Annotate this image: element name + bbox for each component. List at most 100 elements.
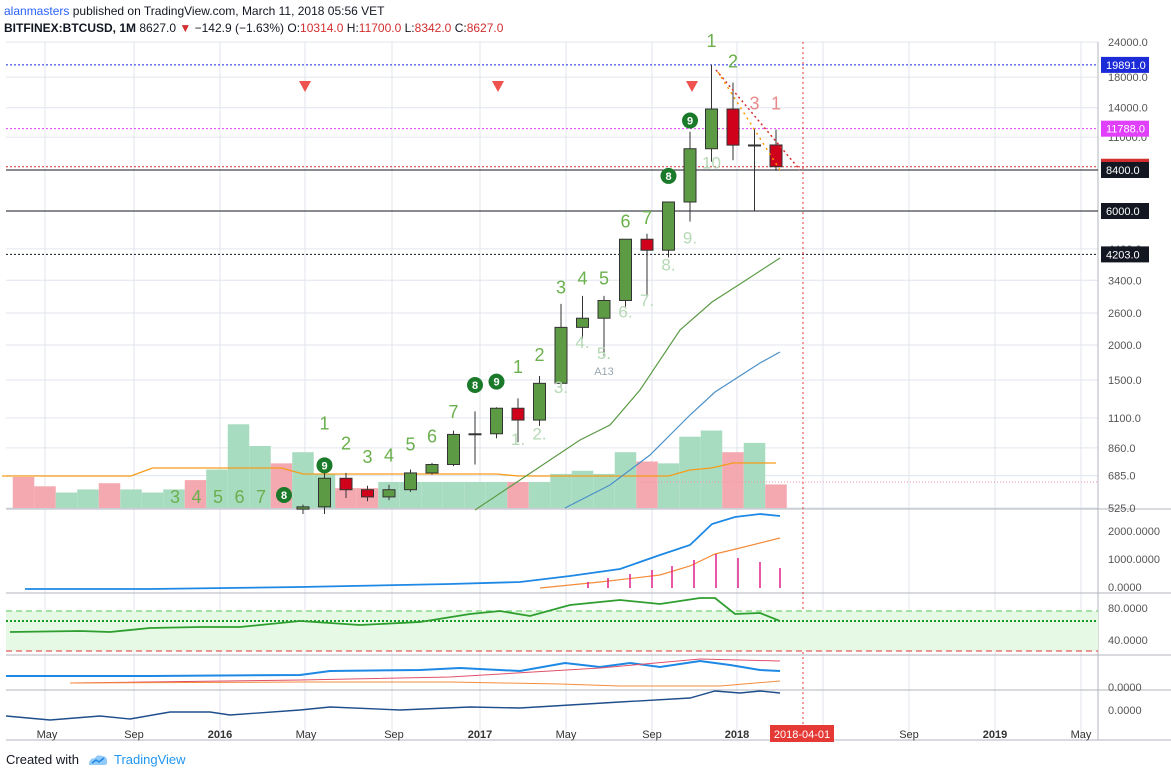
- sequential-count-label: 7: [448, 402, 458, 422]
- low-label: L:: [404, 21, 415, 35]
- volume-bar: [657, 463, 680, 508]
- symbol-label: BITFINEX:BTCUSD, 1M: [4, 21, 136, 35]
- setup-badge-label: 9: [493, 377, 499, 389]
- volume-bar: [141, 492, 164, 508]
- sequential-count-label: 3: [362, 447, 372, 467]
- y-tick-label: 2600.0: [1108, 308, 1142, 320]
- price-tag: [1101, 56, 1149, 73]
- price-tag-label: 11788.0: [1106, 124, 1145, 136]
- author-link[interactable]: alanmasters: [4, 4, 70, 18]
- x-tick-label: Sep: [384, 729, 404, 741]
- last-price: 8627.0: [139, 21, 177, 35]
- volume-bar: [184, 480, 207, 508]
- volume-bar: [292, 452, 314, 508]
- volume-bar: [335, 488, 357, 508]
- sequential-count-label: 4: [577, 269, 587, 289]
- sequential-count-label: 9.: [683, 228, 697, 247]
- tradingview-logo-icon: [88, 754, 108, 765]
- volume-bar: [34, 486, 56, 508]
- volume-bar: [743, 442, 766, 508]
- setup-badge: [276, 487, 292, 503]
- candle-body: [683, 148, 697, 203]
- high-value: 11700.0: [358, 21, 402, 35]
- x-tick-label: Sep: [124, 729, 144, 741]
- down-arrow-icon: ▼: [179, 21, 192, 35]
- sequential-count-label: 2: [534, 345, 544, 365]
- sequential-count-label: 3: [170, 487, 180, 507]
- tradingview-brand[interactable]: TradingView: [87, 752, 186, 767]
- indicator-tick-label: 2000.0000: [1108, 526, 1160, 538]
- setup-badge-label: 8: [665, 171, 671, 183]
- sequential-count-label: 5: [405, 435, 415, 455]
- rsi-line: [9, 597, 781, 633]
- candle-body: [339, 477, 353, 491]
- volume-ma-line: [2, 462, 776, 477]
- setup-badge-label: 9: [687, 116, 693, 128]
- volume-bar: [120, 489, 142, 508]
- volume-bar: [55, 492, 78, 508]
- y-tick-label: 1500.0: [1108, 375, 1142, 387]
- x-tick-label: May: [296, 729, 317, 741]
- candle-body: [662, 201, 675, 251]
- header-line-1: alanmasters published on TradingView.com…: [4, 3, 503, 20]
- sequential-count-label: 6: [234, 487, 244, 507]
- y-tick-label: 685.0: [1108, 471, 1136, 483]
- x-tick-label: 2019: [983, 729, 1007, 741]
- indicator4-line: [5, 690, 781, 721]
- high-label: H:: [346, 21, 359, 35]
- ma-blue-line: [564, 351, 781, 509]
- sequential-count-label: 7: [256, 487, 266, 507]
- price-tag-label: 8400.0: [1106, 165, 1140, 177]
- header-line-2: BITFINEX:BTCUSD, 1M 8627.0 ▼ −142.9 (−1.…: [4, 20, 503, 37]
- sell-arrow-icon: [686, 81, 698, 92]
- volume-bar: [98, 483, 121, 508]
- y-tick-label: 860.0: [1108, 443, 1136, 455]
- volume-bar: [464, 481, 486, 508]
- volume-bar: [12, 477, 35, 508]
- volume-bar: [679, 436, 701, 508]
- indicator-tick-label: 0.0000: [1108, 582, 1142, 594]
- candle-body: [296, 506, 310, 510]
- candle-body: [619, 238, 632, 301]
- sequential-count-label: 4: [191, 487, 201, 507]
- sequential-count-label: 3: [556, 277, 566, 297]
- price-tag: [1101, 246, 1149, 263]
- candle-body: [382, 489, 396, 498]
- x-tick-label: 2018: [725, 729, 749, 741]
- candle-body: [318, 477, 331, 508]
- sell-arrow-icon: [492, 81, 504, 92]
- x-tick-label: May: [37, 729, 58, 741]
- candle-body: [490, 407, 503, 435]
- rsi-tick-label: 80.0000: [1108, 603, 1148, 615]
- indicator3-tick-label: 0.0000: [1108, 682, 1142, 694]
- rsi-tick-label: 40.0000: [1108, 635, 1148, 647]
- volume-bar: [593, 473, 615, 508]
- candle-body: [705, 108, 718, 150]
- volume-bar: [442, 481, 465, 508]
- y-tick-label: 14000.0: [1108, 103, 1148, 115]
- sequential-count-label: 3.: [554, 378, 568, 397]
- y-tick-label: 18000.0: [1108, 72, 1148, 84]
- sequential-count-label: 1: [319, 413, 329, 433]
- y-tick-label: 525.0: [1108, 503, 1136, 515]
- sequential-count-label: 6.: [618, 303, 632, 322]
- cursor-date-label: 2018-04-01: [774, 729, 830, 741]
- volume-bar: [507, 481, 529, 508]
- price-tag: [1101, 120, 1149, 137]
- chart-header: alanmasters published on TradingView.com…: [4, 3, 503, 37]
- volume-bar: [765, 484, 787, 508]
- volume-bar: [421, 481, 443, 508]
- x-tick-label: 2016: [208, 729, 232, 741]
- price-change: −142.9 (−1.63%): [194, 21, 285, 35]
- indicator-line-orange: [539, 537, 781, 589]
- x-tick-label: Sep: [642, 729, 662, 741]
- price-tag-label: 4203.0: [1106, 249, 1140, 261]
- candle-body: [425, 464, 439, 474]
- sell-arrow-icon: [299, 81, 311, 92]
- indicator-line-blue: [25, 513, 781, 590]
- tradingview-label: TradingView: [113, 752, 186, 767]
- setup-badge: [488, 373, 505, 390]
- indicator-tick-label: 1000.0000: [1108, 554, 1160, 566]
- setup-badge: [467, 376, 483, 393]
